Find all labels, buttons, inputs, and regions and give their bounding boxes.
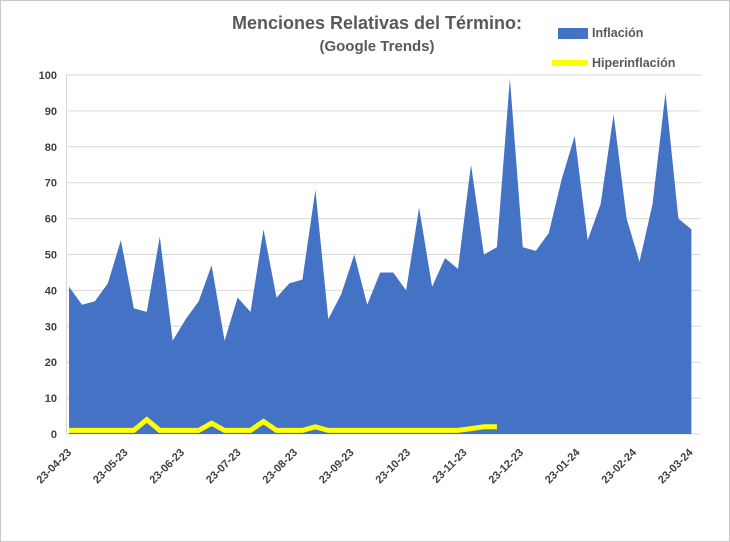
legend-label-inflacion: Inflación bbox=[592, 26, 644, 40]
legend-label-hiperinflacion: Hiperinflación bbox=[592, 56, 676, 70]
x-axis-labels: 23-04-23 23-05-23 23-06-23 23-07-23 23-08-23… bbox=[34, 446, 696, 486]
y-tick-label: 0 bbox=[51, 429, 57, 441]
x-tick-label: 23-09-23 bbox=[317, 447, 357, 487]
x-tick-label: 23-03-24 bbox=[656, 446, 696, 486]
y-tick-label: 80 bbox=[45, 142, 57, 154]
y-tick-label: 100 bbox=[39, 70, 57, 82]
y-tick-label: 70 bbox=[45, 178, 57, 190]
x-tick-label: 23-02-24 bbox=[599, 446, 639, 486]
x-tick-label: 23-08-23 bbox=[260, 447, 300, 487]
chart-subtitle: (Google Trends) bbox=[319, 38, 435, 55]
y-axis-labels: 0 10 20 30 40 50 60 70 80 90 100 bbox=[39, 70, 57, 441]
inflacion-swatch bbox=[558, 27, 588, 39]
x-tick-label: 23-12-23 bbox=[486, 447, 526, 487]
x-tick-label: 23-10-23 bbox=[373, 447, 413, 487]
hiperinflacion-swatch bbox=[552, 60, 588, 66]
hiperinflacion-line bbox=[69, 416, 497, 433]
x-tick-label: 23-04-23 bbox=[34, 447, 74, 487]
y-tick-label: 50 bbox=[45, 250, 57, 262]
y-tick-label: 20 bbox=[45, 357, 57, 369]
y-tick-label: 60 bbox=[45, 214, 57, 226]
x-tick-label: 23-06-23 bbox=[147, 447, 187, 487]
x-tick-label: 23-07-23 bbox=[204, 447, 244, 487]
y-tick-label: 40 bbox=[45, 285, 57, 297]
legend-item-inflacion: Inflación bbox=[558, 26, 643, 40]
chart-title: Menciones Relativas del Término: bbox=[231, 13, 523, 33]
y-tick-label: 10 bbox=[45, 393, 57, 405]
x-tick-label: 23-05-23 bbox=[91, 447, 131, 487]
y-tick-label: 90 bbox=[45, 106, 57, 118]
legend-item-hiperinflacion: Hiperinflación bbox=[552, 56, 675, 70]
y-tick-label: 30 bbox=[45, 321, 57, 333]
x-tick-label: 23-11-23 bbox=[430, 447, 469, 486]
inflacion-area bbox=[69, 78, 692, 434]
x-tick-label: 23-01-24 bbox=[543, 446, 583, 486]
